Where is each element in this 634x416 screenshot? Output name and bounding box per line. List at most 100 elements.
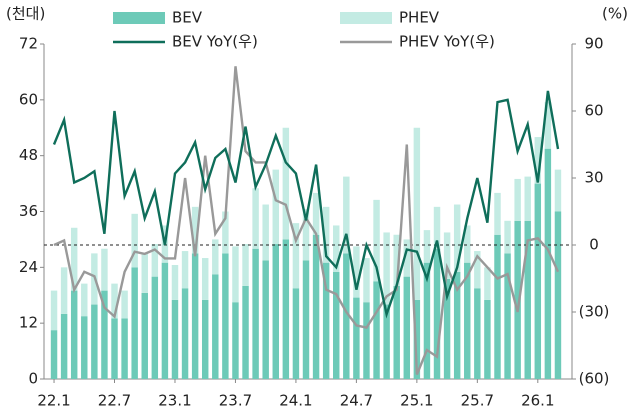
bar-segment bbox=[554, 211, 562, 379]
bar-segment bbox=[141, 292, 148, 379]
bar-segment bbox=[524, 176, 531, 221]
bar-segment bbox=[373, 199, 380, 282]
bar-segment bbox=[484, 299, 491, 379]
bar-segment bbox=[484, 267, 491, 300]
bar-segment bbox=[474, 288, 481, 379]
y2-tick-label: 30 bbox=[584, 169, 603, 187]
x-tick-label: 23.1 bbox=[158, 392, 191, 410]
x-tick-label: 22.7 bbox=[98, 392, 131, 410]
bar-segment bbox=[524, 220, 531, 379]
bar-segment bbox=[111, 318, 118, 379]
bar-segment bbox=[322, 206, 330, 263]
bar-segment bbox=[232, 302, 239, 379]
bar-segment bbox=[423, 230, 431, 263]
bar-segment bbox=[181, 288, 189, 379]
bar-segment bbox=[504, 220, 511, 254]
y-tick-label: 72 bbox=[19, 35, 38, 53]
bar-segment bbox=[70, 290, 78, 379]
bar-segment bbox=[50, 330, 58, 379]
bar-segment bbox=[222, 253, 229, 379]
y-tick-label: 24 bbox=[19, 258, 38, 276]
bar-segment bbox=[272, 169, 279, 245]
bar-segment bbox=[60, 313, 68, 379]
legend-label: PHEV bbox=[399, 9, 440, 27]
x-tick-label: 24.1 bbox=[279, 392, 312, 410]
x-tick-label: 22.1 bbox=[37, 392, 70, 410]
bar-segment bbox=[201, 299, 209, 379]
bar-segment bbox=[383, 304, 390, 379]
bar-segment bbox=[302, 260, 310, 379]
bar-segment bbox=[453, 204, 461, 272]
bar-segment bbox=[343, 176, 350, 254]
bar-segment bbox=[131, 267, 138, 379]
bar-segment bbox=[292, 223, 300, 289]
bar-segment bbox=[544, 148, 552, 379]
bar-segment bbox=[70, 227, 78, 291]
bar-segment bbox=[121, 318, 128, 379]
bar-segment bbox=[353, 246, 360, 298]
x-tick-label: 23.7 bbox=[219, 392, 252, 410]
bar-segment bbox=[222, 211, 229, 254]
bar-segment bbox=[363, 302, 370, 379]
bar-segment bbox=[50, 290, 58, 331]
bar-segment bbox=[312, 234, 320, 379]
bar-segment bbox=[101, 290, 108, 379]
y2-tick-label: 60 bbox=[584, 102, 603, 120]
bar-segment bbox=[282, 239, 290, 379]
x-tick-label: 24.7 bbox=[340, 392, 373, 410]
legend-swatch bbox=[340, 12, 392, 24]
bar-segment bbox=[464, 262, 471, 379]
bar-segment bbox=[514, 220, 521, 379]
y-tick-label: 36 bbox=[19, 202, 38, 220]
bar-segment bbox=[292, 288, 300, 379]
bar-segment bbox=[262, 260, 269, 379]
bar-segment bbox=[262, 204, 269, 261]
bar-segment bbox=[131, 213, 138, 268]
bar-segment bbox=[443, 232, 451, 279]
bar-segment bbox=[433, 248, 441, 379]
bar-segment bbox=[312, 192, 320, 235]
bar-segment bbox=[191, 206, 199, 254]
bar-segment bbox=[181, 251, 189, 289]
bar-segment bbox=[322, 262, 330, 379]
y-tick-label: 60 bbox=[19, 90, 38, 108]
bar-segment bbox=[393, 234, 400, 286]
bar-segment bbox=[242, 285, 249, 379]
legend-label: PHEV YoY(우) bbox=[399, 33, 495, 51]
bar-segment bbox=[141, 253, 148, 293]
x-tick-label: 26.1 bbox=[521, 392, 554, 410]
y2-tick-label: (60) bbox=[579, 370, 610, 388]
bar-segment bbox=[212, 274, 219, 379]
bar-segment bbox=[282, 127, 290, 240]
bar-segment bbox=[343, 253, 350, 379]
legend-label: BEV YoY(우) bbox=[172, 33, 258, 51]
bar-segment bbox=[101, 248, 108, 291]
bar-segment bbox=[171, 265, 179, 300]
bar-segment bbox=[60, 267, 68, 314]
y-tick-label: 0 bbox=[28, 370, 38, 388]
bar-segment bbox=[433, 206, 441, 249]
bar-segment bbox=[81, 283, 88, 317]
bar-segment bbox=[534, 183, 542, 379]
bar-segment bbox=[91, 304, 98, 379]
bar-segment bbox=[151, 244, 159, 277]
legend-swatch bbox=[113, 12, 165, 24]
x-tick-label: 25.1 bbox=[400, 392, 433, 410]
bar-segment bbox=[272, 244, 279, 379]
x-tick-label: 25.7 bbox=[461, 392, 494, 410]
bar-segment bbox=[464, 225, 471, 263]
bar-segment bbox=[534, 137, 542, 184]
bar-segment bbox=[121, 290, 128, 319]
y-unit-label: (천대) bbox=[6, 5, 45, 23]
bar-segment bbox=[453, 271, 461, 379]
bar-segment bbox=[504, 253, 511, 379]
y2-tick-label: 90 bbox=[584, 35, 603, 53]
bar-segment bbox=[232, 246, 239, 303]
bar-segment bbox=[413, 127, 421, 300]
bar-segment bbox=[403, 239, 411, 277]
bar-segment bbox=[111, 283, 118, 319]
bar-segment bbox=[403, 276, 411, 379]
bar-segment bbox=[302, 209, 310, 261]
bar-segment bbox=[494, 192, 501, 235]
